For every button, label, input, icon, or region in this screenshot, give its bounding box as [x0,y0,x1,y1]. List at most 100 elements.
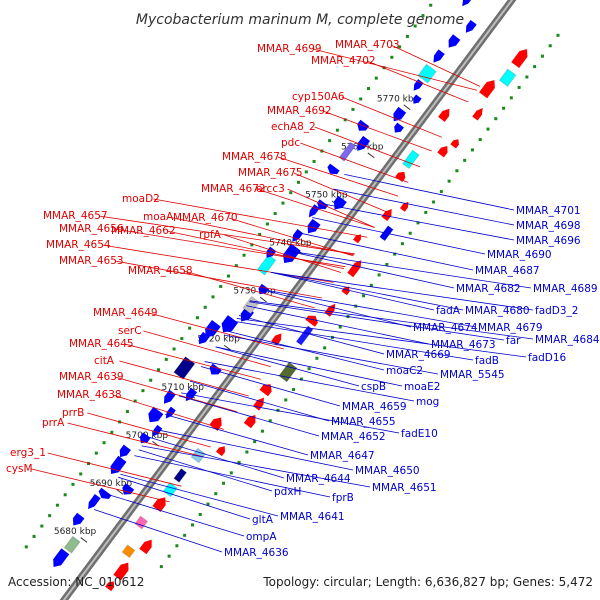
leader-line [31,468,170,503]
leader-line [120,473,279,517]
forward-gene-label: erg3_1 [10,447,46,459]
guide-dot [211,295,215,299]
leader-line [168,216,355,256]
leader-line [93,509,223,553]
forward-gene-label: MMAR_4658 [128,265,193,277]
gene-arrow [333,195,347,210]
gene-arrow [327,163,340,175]
leader-line [141,445,371,488]
guide-dot [328,139,332,143]
reverse-gene-label: MMAR_4684 [535,334,600,346]
forward-gene-label: MMAR_4699 [257,43,322,55]
guide-dot [509,96,513,100]
forward-gene-label: MMAR_4656 [59,223,124,235]
leader-line [258,288,477,328]
forward-gene-label: serC [118,325,142,337]
gene-arrow [98,487,112,499]
dotted-guides [24,3,560,569]
reverse-gene-label: MMAR_4673 [431,339,496,351]
leader-line [249,300,534,340]
gene-arrow [243,414,256,429]
reverse-gene-label: MMAR_4687 [475,265,540,277]
guide-dot [315,356,319,360]
reverse-gene-label: MMAR_4641 [280,511,345,523]
forward-gene-label: MMAR_4692 [267,105,332,117]
guide-dot [297,180,301,184]
forward-gene-label: citA [94,355,115,367]
gene-box [338,141,357,162]
guide-dot [343,118,347,122]
guide-dot [292,388,296,392]
leader-line [143,330,271,368]
guide-dot [416,221,420,225]
guide-dot [110,430,114,434]
reverse-gene-label: MMAR_5545 [440,369,505,381]
reverse-gene-label: far [506,335,521,347]
forward-gene-label: MMAR_4702 [311,55,376,67]
leader-line [98,215,355,255]
guide-dot [265,222,269,226]
tick-mark [80,537,88,543]
guide-dot [439,190,443,194]
reverse-gene-label: MMAR_4701 [516,205,581,217]
gene-arrow [139,539,152,555]
guide-dot [268,419,272,423]
gene-arrow [105,581,115,592]
gene-arrow [465,19,477,33]
gene-arrow [259,384,272,397]
leader-line [366,60,469,103]
reverse-gene-label: MMAR_4650 [355,465,420,477]
guide-dot [478,138,482,142]
leader-line [215,346,360,387]
leader-line [119,360,249,397]
reverse-gene-label: MMAR_4696 [516,235,581,247]
guide-dot [63,493,67,497]
gene-arrow [395,171,406,183]
leader-line [341,96,443,138]
gene-arrow [88,493,101,510]
gene-box [173,356,196,380]
gene-arrow [152,497,166,513]
reverse-gene-label: MMAR_4669 [386,349,451,361]
guide-dot [159,565,163,569]
gene-arrow [347,260,362,278]
guide-dot [198,513,202,517]
reverse-gene-label: MMAR_4655 [331,416,396,428]
leader-line [87,412,211,448]
leader-line [258,288,412,328]
leader-line [312,217,486,255]
guide-dot [517,85,521,89]
tick-mark [403,104,411,111]
guide-dot [203,305,207,309]
gene-arrow [448,34,461,48]
forward-gene-label: prrB [62,407,84,419]
leader-line [312,48,478,91]
guide-dot [172,347,176,351]
leader-line [238,315,385,355]
forward-gene-label: MMAR_4639 [59,371,124,383]
guide-dot [24,545,28,549]
map-title: Mycobacterium marinum M, complete genome [136,12,464,28]
guide-dot [405,34,409,38]
reverse-gene-label: MMAR_4690 [487,249,552,261]
reverse-gene-label: moaC2 [386,365,423,377]
guide-dot [190,523,194,527]
gene-box [498,68,517,88]
leader-line [124,343,262,380]
tick-label: 5750 kbp [305,190,348,200]
gene-arrow [258,283,269,295]
forward-gene-label: echA8_2 [271,121,316,133]
leader-line [227,330,385,371]
leader-line [322,110,432,152]
gene-arrow [221,315,239,333]
tick-label: 5730 kbp [233,287,276,297]
guide-dot [362,294,366,298]
leader-line [300,232,474,271]
leader-line [166,230,344,270]
leader-line [114,260,322,299]
guide-dot [447,179,451,183]
guide-dot [304,170,308,174]
reverse-gene-label: mog [416,396,439,408]
forward-gene-label: MMAR_4654 [46,239,111,251]
gene-arrow [450,139,459,149]
